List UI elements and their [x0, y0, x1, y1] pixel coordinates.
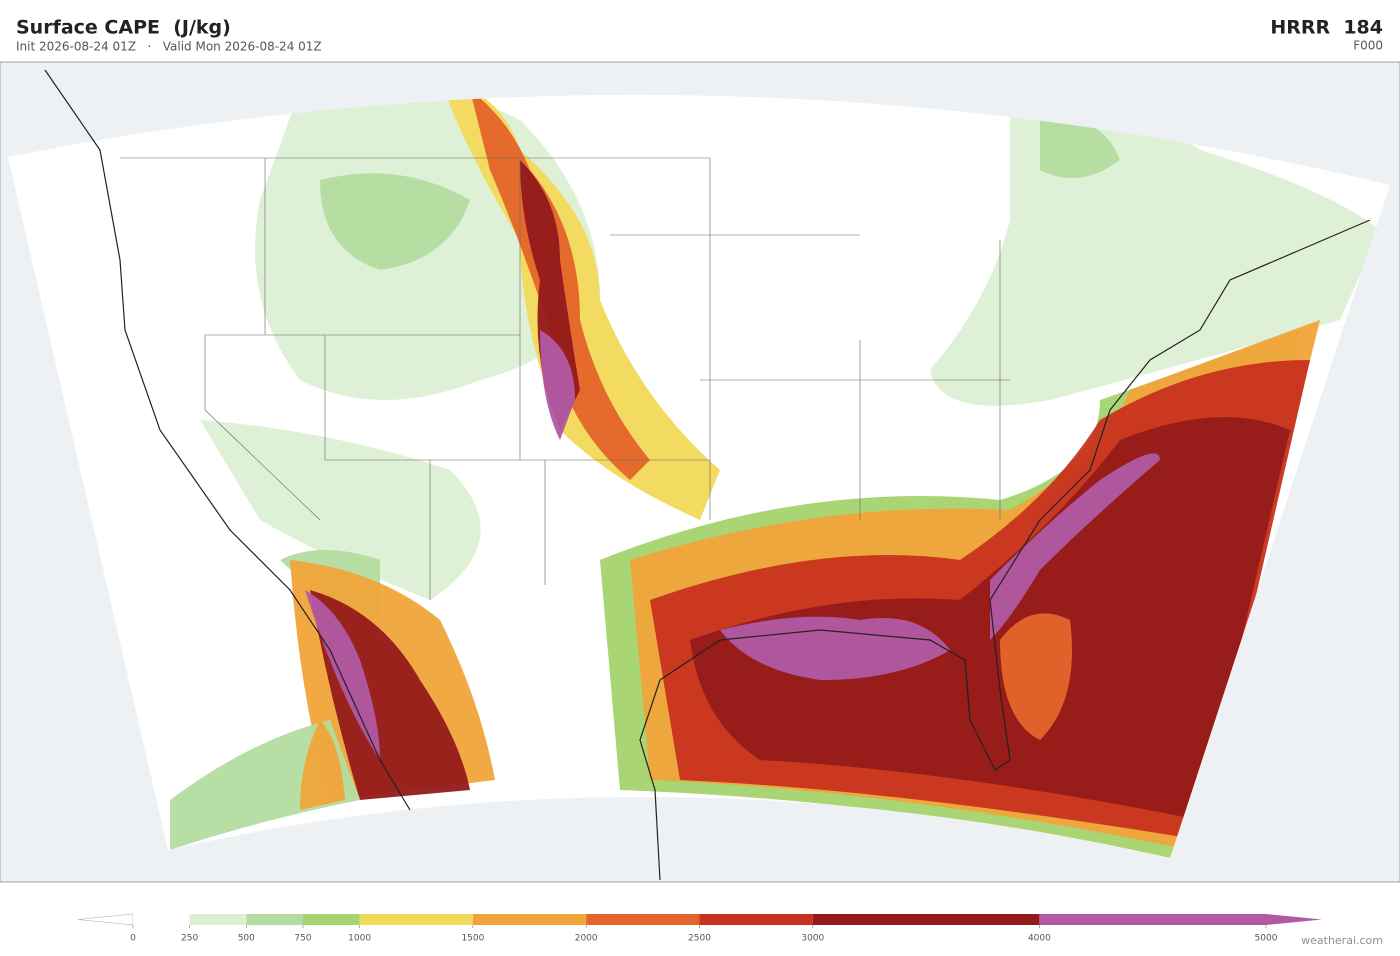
cape-field: [170, 94, 1380, 858]
colorbar-segment: [472, 914, 587, 925]
colorbar-tick-label: 2000: [575, 934, 598, 944]
cape-region: [1040, 118, 1120, 178]
colorbar-extension-low: [77, 913, 134, 926]
colorbar-extension-high: [1266, 914, 1322, 925]
colorbar-tick-label: 0: [130, 934, 136, 944]
cape-region: [320, 173, 470, 270]
colorbar: 0 250 500 750 1000 1500 2000 2500 3000 4000 5000: [77, 913, 1322, 944]
coastline: [44, 69, 411, 811]
watermark: weatherai.com: [1301, 934, 1383, 947]
colorbar-segment: [133, 914, 190, 925]
cape-region: [990, 453, 1160, 640]
colorbar-tick-label: 2500: [688, 934, 711, 944]
coastlines: [44, 69, 1371, 881]
colorbar-tick-label: 1500: [461, 934, 484, 944]
cape-region: [540, 330, 575, 440]
border: [120, 157, 1010, 600]
colorbar-segment: [189, 914, 247, 925]
cape-region: [300, 720, 345, 810]
coastline: [659, 219, 1371, 771]
colorbar-tick-label: 1000: [348, 934, 371, 944]
state-borders: [120, 157, 1010, 600]
model-label: HRRR 184: [1270, 17, 1383, 39]
cape-region: [930, 105, 1380, 406]
colorbar-segment: [812, 914, 1040, 925]
colorbar-segment: [1039, 914, 1266, 925]
colorbar-segment: [699, 914, 813, 925]
colorbar-tick-label: 250: [181, 934, 198, 944]
colorbar-segment: [246, 914, 303, 925]
title: Surface CAPE (J/kg): [16, 17, 231, 39]
colorbar-tick-label: 3000: [801, 934, 824, 944]
forecast-hour: F000: [1353, 39, 1383, 53]
colorbar-tick-label: 750: [294, 934, 311, 944]
colorbar-segment: [359, 914, 473, 925]
colorbar-tick-label: 4000: [1028, 934, 1051, 944]
cape-region: [1000, 613, 1072, 740]
coastline: [639, 679, 661, 881]
colorbar-segment: [586, 914, 700, 925]
cape-region: [200, 420, 481, 600]
colorbar-tick-label: 5000: [1255, 934, 1278, 944]
cape-region: [720, 616, 950, 680]
colorbar-segment: [302, 914, 360, 925]
colorbar-tick-label: 500: [238, 934, 255, 944]
subtitle: Init 2026-08-24 01Z · Valid Mon 2026-08-…: [16, 40, 322, 54]
map: [0, 61, 1400, 883]
